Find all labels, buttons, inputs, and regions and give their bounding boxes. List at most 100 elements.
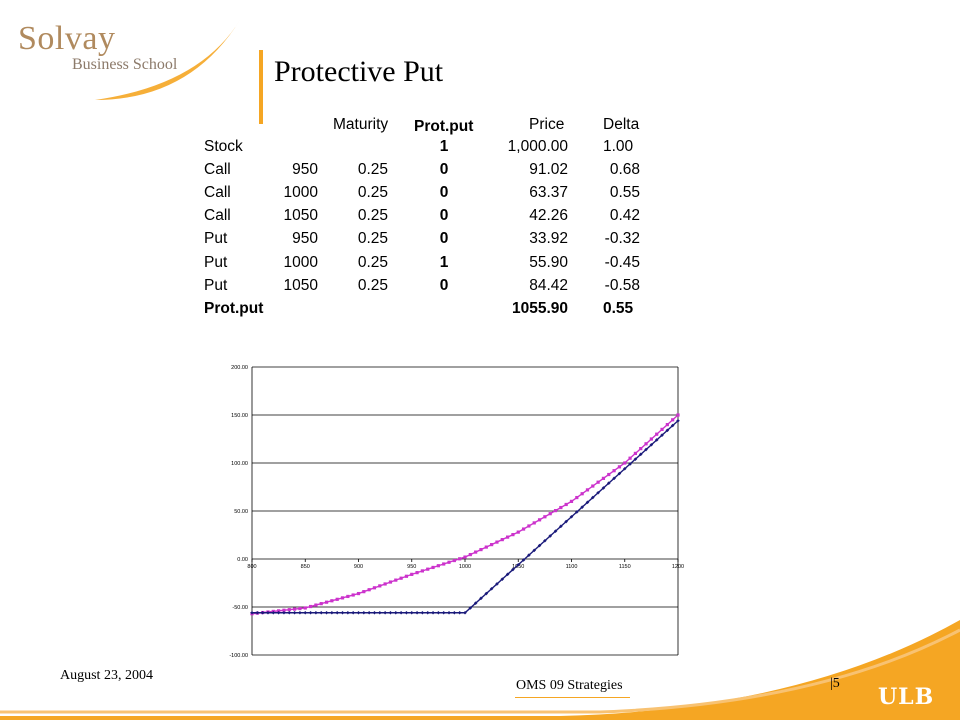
series-point (399, 576, 403, 580)
y-tick-label: 150.00 (231, 413, 248, 419)
series-point (553, 509, 558, 513)
series-point (346, 594, 350, 599)
title-accent-bar (259, 50, 263, 124)
series-point (319, 602, 323, 606)
series-point (591, 484, 595, 488)
x-tick-label: 1000 (459, 564, 471, 570)
series-point (671, 418, 675, 422)
series-point (601, 486, 606, 490)
series-point (383, 582, 387, 586)
x-tick-label: 950 (407, 564, 416, 570)
series-point (585, 500, 590, 505)
series-point (575, 495, 579, 500)
series-point (314, 603, 318, 607)
series-point (473, 601, 478, 605)
payoff-chart: 200.00 150.00 100.00 50.00 0.00 -50.00 -100.00… (229, 365, 684, 659)
series-point (655, 432, 659, 436)
row-delta: 0.55 (609, 184, 640, 201)
series-point (649, 437, 653, 441)
row-maturity: 0.25 (357, 207, 388, 224)
series-point (564, 519, 568, 524)
series-point (564, 502, 568, 507)
series-point (479, 596, 483, 601)
total-name: Prot.put (204, 300, 264, 317)
row-delta: -0.45 (604, 254, 640, 271)
row-strike: 1000 (283, 254, 318, 271)
series-point (617, 465, 622, 469)
series-point (580, 492, 584, 496)
y-tick-label: 200.00 (231, 365, 248, 371)
series-point (660, 427, 664, 431)
series-point (569, 499, 574, 503)
series-point (527, 524, 531, 528)
row-strike: 1000 (283, 184, 318, 201)
row-price: 55.90 (529, 254, 568, 271)
series-point (458, 557, 462, 561)
header-maturity: Maturity (333, 116, 389, 133)
series-point (436, 564, 440, 568)
series-point (633, 451, 637, 455)
series-point (282, 608, 286, 612)
row-name: Stock (204, 138, 243, 155)
series-point (367, 588, 371, 592)
y-tick-label: -100.00 (229, 653, 248, 659)
series-point (426, 567, 430, 571)
series-point (665, 423, 669, 427)
series-point (330, 599, 334, 603)
series-point (335, 597, 339, 601)
total-price: 1055.90 (511, 300, 568, 317)
total-delta: 0.55 (603, 300, 634, 317)
series-point (277, 609, 281, 613)
x-tick-label: 900 (354, 564, 363, 570)
series-point (479, 547, 483, 552)
series-point (287, 608, 291, 612)
series-point (548, 512, 552, 516)
page-number: |5 (830, 676, 840, 691)
row-maturity: 0.25 (357, 230, 388, 247)
row-maturity: 0.25 (357, 184, 388, 201)
series-point (468, 606, 473, 610)
row-maturity: 0.25 (357, 254, 388, 271)
series-point (601, 476, 606, 480)
series-point (639, 447, 643, 451)
series-point (468, 552, 472, 557)
row-maturity: 0.25 (357, 277, 388, 294)
page-title: Protective Put (274, 55, 444, 88)
series-point (521, 527, 526, 531)
x-tick-label: 800 (247, 564, 256, 570)
row-price: 84.42 (529, 277, 568, 294)
row-position: 0 (439, 184, 449, 201)
series-point (506, 535, 510, 539)
row-position: 0 (439, 230, 449, 247)
series-point (452, 558, 456, 563)
series-point (447, 560, 451, 564)
footer-date: August 23, 2004 (60, 668, 153, 683)
series-point (606, 481, 611, 485)
series-point (628, 462, 632, 466)
ulb-logo: ULB (878, 684, 935, 710)
row-position: 0 (439, 161, 449, 178)
row-position: 1 (439, 254, 449, 271)
series-point (559, 505, 563, 510)
series-point (442, 562, 446, 566)
series-point (495, 540, 499, 544)
header-delta: Delta (603, 116, 640, 133)
series-point (420, 569, 424, 573)
row-name: Put (204, 230, 228, 247)
row-price: 91.02 (529, 161, 568, 178)
header-prot-put: Prot.put (414, 118, 474, 135)
series-point (378, 584, 382, 588)
series-point (644, 447, 648, 452)
series-point (431, 565, 435, 570)
header-price: Price (529, 116, 565, 133)
row-position: 0 (439, 207, 449, 224)
row-name: Call (204, 184, 231, 201)
row-delta: -0.32 (604, 230, 640, 247)
series-point (628, 456, 632, 460)
series-point (500, 577, 505, 581)
x-tick-label: 1150 (619, 564, 631, 570)
row-name: Call (204, 207, 231, 224)
row-delta: -0.58 (604, 277, 640, 294)
row-delta: 1.00 (603, 138, 634, 155)
series-point (356, 591, 361, 596)
